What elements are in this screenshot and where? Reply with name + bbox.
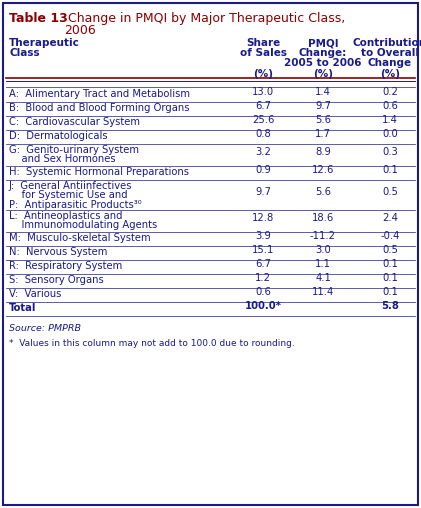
Text: 0.8: 0.8 xyxy=(255,129,271,139)
Text: Source: PMPRB: Source: PMPRB xyxy=(9,324,81,333)
Text: J:  General Antiinfectives: J: General Antiinfectives xyxy=(9,181,133,191)
Text: 6.7: 6.7 xyxy=(255,259,271,269)
Text: 1.1: 1.1 xyxy=(315,259,331,269)
Text: 0.1: 0.1 xyxy=(382,287,398,297)
Text: for Systemic Use and: for Systemic Use and xyxy=(9,190,128,201)
Text: 5.6: 5.6 xyxy=(315,115,331,125)
Text: 2005 to 2006: 2005 to 2006 xyxy=(284,58,362,68)
Text: 11.4: 11.4 xyxy=(312,287,334,297)
Text: N:  Nervous System: N: Nervous System xyxy=(9,247,107,257)
Text: 0.5: 0.5 xyxy=(382,245,398,255)
Text: A:  Alimentary Tract and Metabolism: A: Alimentary Tract and Metabolism xyxy=(9,89,190,99)
Text: V:  Various: V: Various xyxy=(9,289,61,299)
Text: (%): (%) xyxy=(253,69,273,79)
Text: 100.0*: 100.0* xyxy=(245,301,282,311)
Text: of Sales: of Sales xyxy=(240,48,287,58)
Text: Change:: Change: xyxy=(299,48,347,58)
Text: 1.2: 1.2 xyxy=(255,273,271,283)
Text: B:  Blood and Blood Forming Organs: B: Blood and Blood Forming Organs xyxy=(9,103,189,113)
Text: 2.4: 2.4 xyxy=(382,213,398,223)
Text: 4.1: 4.1 xyxy=(315,273,331,283)
Text: 8.9: 8.9 xyxy=(315,147,331,157)
Text: Change: Change xyxy=(368,58,412,68)
Text: 9.7: 9.7 xyxy=(255,187,271,197)
Text: to Overall: to Overall xyxy=(361,48,419,58)
Text: Immunomodulating Agents: Immunomodulating Agents xyxy=(9,220,157,231)
Text: 0.1: 0.1 xyxy=(382,259,398,269)
Text: D:  Dermatologicals: D: Dermatologicals xyxy=(9,131,108,141)
Text: R:  Respiratory System: R: Respiratory System xyxy=(9,261,122,271)
Text: 1.4: 1.4 xyxy=(382,115,398,125)
Text: 9.7: 9.7 xyxy=(315,101,331,111)
Text: 1.7: 1.7 xyxy=(315,129,331,139)
Text: P:  Antiparasitic Products³⁰: P: Antiparasitic Products³⁰ xyxy=(9,200,142,210)
Text: 15.1: 15.1 xyxy=(252,245,274,255)
Text: 13.0: 13.0 xyxy=(252,87,274,97)
Text: 3.9: 3.9 xyxy=(255,231,271,241)
Text: 0.9: 0.9 xyxy=(255,165,271,175)
Text: 3.2: 3.2 xyxy=(255,147,271,157)
Text: 0.3: 0.3 xyxy=(382,147,398,157)
Text: M:  Musculo-skeletal System: M: Musculo-skeletal System xyxy=(9,233,151,243)
Text: 2006: 2006 xyxy=(64,24,96,37)
Text: 0.6: 0.6 xyxy=(255,287,271,297)
Text: -0.4: -0.4 xyxy=(380,231,400,241)
Text: (%): (%) xyxy=(313,69,333,79)
Text: 6.7: 6.7 xyxy=(255,101,271,111)
Text: and Sex Hormones: and Sex Hormones xyxy=(9,154,116,165)
Text: 12.8: 12.8 xyxy=(252,213,274,223)
Text: 18.6: 18.6 xyxy=(312,213,334,223)
Text: 5.6: 5.6 xyxy=(315,187,331,197)
Text: Contribution: Contribution xyxy=(353,38,421,48)
Text: 25.6: 25.6 xyxy=(252,115,274,125)
Text: S:  Sensory Organs: S: Sensory Organs xyxy=(9,275,104,285)
Text: G:  Genito-urinary System: G: Genito-urinary System xyxy=(9,145,139,155)
Text: Therapeutic: Therapeutic xyxy=(9,38,80,48)
Text: Table 13: Table 13 xyxy=(9,12,68,25)
Text: Change in PMQI by Major Therapeutic Class,: Change in PMQI by Major Therapeutic Clas… xyxy=(64,12,345,25)
Text: 1.4: 1.4 xyxy=(315,87,331,97)
Text: 0.2: 0.2 xyxy=(382,87,398,97)
Text: PMQI: PMQI xyxy=(308,38,338,48)
Text: 0.1: 0.1 xyxy=(382,273,398,283)
Text: Class: Class xyxy=(9,48,40,58)
Text: 0.5: 0.5 xyxy=(382,187,398,197)
Text: -11.2: -11.2 xyxy=(310,231,336,241)
Text: Total: Total xyxy=(9,303,36,313)
Text: *  Values in this column may not add to 100.0 due to rounding.: * Values in this column may not add to 1… xyxy=(9,339,295,348)
Text: C:  Cardiovascular System: C: Cardiovascular System xyxy=(9,117,140,127)
Text: 0.0: 0.0 xyxy=(382,129,398,139)
Text: 12.6: 12.6 xyxy=(312,165,334,175)
Text: 3.0: 3.0 xyxy=(315,245,331,255)
Text: 0.6: 0.6 xyxy=(382,101,398,111)
Text: (%): (%) xyxy=(380,69,400,79)
Text: L:  Antineoplastics and: L: Antineoplastics and xyxy=(9,211,123,221)
Text: 0.1: 0.1 xyxy=(382,165,398,175)
Text: Share: Share xyxy=(246,38,280,48)
Text: 5.8: 5.8 xyxy=(381,301,399,311)
Text: H:  Systemic Hormonal Preparations: H: Systemic Hormonal Preparations xyxy=(9,167,189,177)
